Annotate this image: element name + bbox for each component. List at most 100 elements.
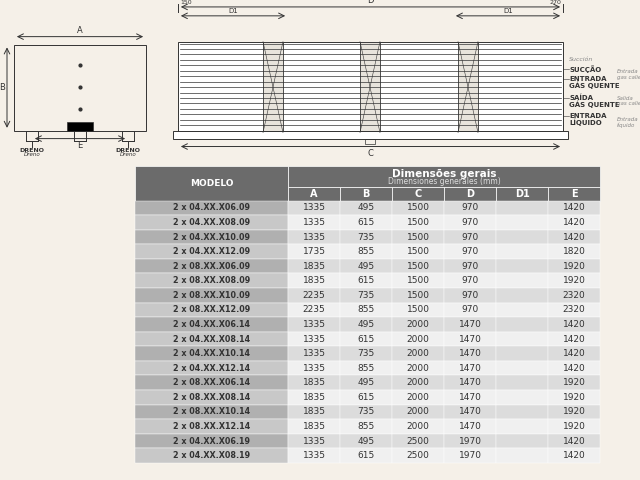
Text: A: A xyxy=(310,189,317,199)
Text: SUCÇÃO: SUCÇÃO xyxy=(569,65,601,73)
Text: 2 x 04.XX.X08.14: 2 x 04.XX.X08.14 xyxy=(173,335,250,344)
Text: 1820: 1820 xyxy=(563,247,586,256)
Bar xyxy=(135,434,288,448)
Bar xyxy=(340,187,392,201)
Text: LÍQUIDO: LÍQUIDO xyxy=(569,118,602,125)
Bar xyxy=(340,215,392,230)
Bar xyxy=(548,361,600,375)
Text: GÁS QUENTE: GÁS QUENTE xyxy=(569,100,620,108)
Text: 615: 615 xyxy=(357,335,374,344)
Bar xyxy=(340,259,392,274)
Text: 2000: 2000 xyxy=(406,408,429,417)
Bar xyxy=(288,375,340,390)
Bar xyxy=(548,390,600,405)
Text: 1500: 1500 xyxy=(406,247,429,256)
Bar xyxy=(26,131,38,141)
Text: 2 x 04.XX.X10.14: 2 x 04.XX.X10.14 xyxy=(173,349,250,358)
Text: 970: 970 xyxy=(461,232,479,241)
Text: 1500: 1500 xyxy=(406,262,429,271)
Bar xyxy=(340,317,392,332)
Text: 1470: 1470 xyxy=(459,393,481,402)
Bar xyxy=(135,332,288,347)
Bar xyxy=(178,42,563,132)
Text: 2000: 2000 xyxy=(406,422,429,431)
Text: 1835: 1835 xyxy=(303,262,326,271)
Text: 735: 735 xyxy=(357,408,374,417)
Text: 1470: 1470 xyxy=(459,378,481,387)
Bar xyxy=(392,274,444,288)
Bar xyxy=(392,288,444,302)
Text: E: E xyxy=(571,189,577,199)
Text: 495: 495 xyxy=(357,436,374,445)
Bar xyxy=(548,187,600,201)
Bar xyxy=(392,317,444,332)
Text: 2 x 08.XX.X08.14: 2 x 08.XX.X08.14 xyxy=(173,393,250,402)
Text: 2 x 08.XX.X06.09: 2 x 08.XX.X06.09 xyxy=(173,262,250,271)
Bar xyxy=(135,390,288,405)
Bar xyxy=(444,448,496,463)
Bar xyxy=(340,302,392,317)
Bar xyxy=(392,419,444,434)
Bar xyxy=(135,288,288,302)
Text: Dreno: Dreno xyxy=(24,153,40,157)
Text: 2 x 04.XX.X12.14: 2 x 04.XX.X12.14 xyxy=(173,364,250,372)
Bar xyxy=(135,215,288,230)
Bar xyxy=(288,332,340,347)
Bar xyxy=(548,288,600,302)
Bar xyxy=(340,419,392,434)
Text: 1470: 1470 xyxy=(459,335,481,344)
Bar xyxy=(444,288,496,302)
Text: 1335: 1335 xyxy=(303,335,326,344)
Bar xyxy=(365,139,375,144)
Bar xyxy=(444,361,496,375)
Bar xyxy=(340,434,392,448)
Bar xyxy=(288,434,340,448)
Bar xyxy=(340,361,392,375)
Text: 2 x 04.XX.X06.09: 2 x 04.XX.X06.09 xyxy=(173,204,250,212)
Text: 1335: 1335 xyxy=(303,436,326,445)
Text: 855: 855 xyxy=(357,305,374,314)
Bar xyxy=(548,434,600,448)
Bar xyxy=(548,259,600,274)
Bar xyxy=(135,230,288,244)
Bar xyxy=(548,215,600,230)
Bar xyxy=(135,244,288,259)
Text: 1335: 1335 xyxy=(303,232,326,241)
Bar xyxy=(496,390,548,405)
Text: 970: 970 xyxy=(461,218,479,227)
Bar xyxy=(548,375,600,390)
Text: 1335: 1335 xyxy=(303,364,326,372)
Text: 970: 970 xyxy=(461,204,479,212)
Bar xyxy=(444,215,496,230)
Text: 2 x 08.XX.X12.14: 2 x 08.XX.X12.14 xyxy=(173,422,250,431)
Text: 1500: 1500 xyxy=(406,291,429,300)
Text: 1470: 1470 xyxy=(459,422,481,431)
Text: 1500: 1500 xyxy=(406,276,429,285)
Bar xyxy=(496,215,548,230)
Bar xyxy=(444,187,496,201)
Text: 1470: 1470 xyxy=(459,408,481,417)
Text: 1420: 1420 xyxy=(563,335,586,344)
Text: 2000: 2000 xyxy=(406,364,429,372)
Text: 1835: 1835 xyxy=(303,408,326,417)
Bar xyxy=(496,332,548,347)
Bar xyxy=(135,419,288,434)
Bar xyxy=(444,244,496,259)
Bar xyxy=(444,405,496,419)
Bar xyxy=(74,131,86,141)
Bar xyxy=(444,332,496,347)
Bar xyxy=(548,419,600,434)
Bar xyxy=(288,347,340,361)
Bar xyxy=(135,167,288,201)
Bar xyxy=(288,167,600,187)
Bar xyxy=(392,259,444,274)
Text: 2320: 2320 xyxy=(563,291,586,300)
Text: 2235: 2235 xyxy=(303,291,325,300)
Bar xyxy=(458,42,478,132)
Bar xyxy=(444,390,496,405)
Bar xyxy=(135,405,288,419)
Bar xyxy=(444,259,496,274)
Text: 1835: 1835 xyxy=(303,393,326,402)
Bar xyxy=(548,347,600,361)
Text: Entrada
líquido: Entrada líquido xyxy=(617,117,639,129)
